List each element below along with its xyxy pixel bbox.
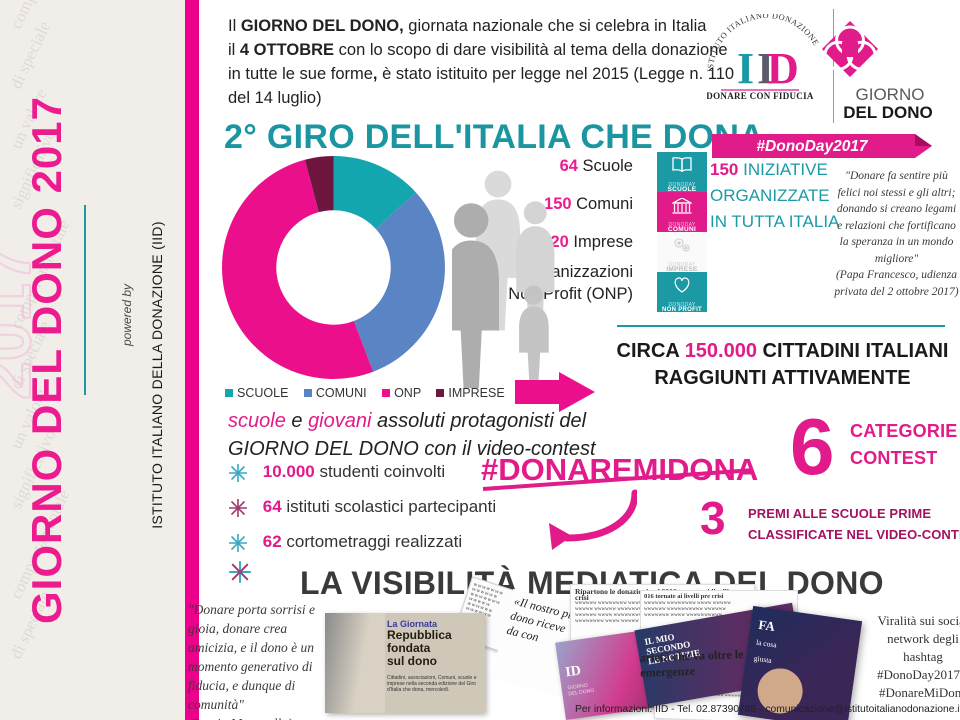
svg-text:DONARE CON FIDUCIA: DONARE CON FIDUCIA <box>707 91 814 99</box>
svg-text:#DonoDay2017: #DonoDay2017 <box>756 138 869 155</box>
svg-text:D: D <box>767 44 799 93</box>
svg-text:I: I <box>737 44 754 93</box>
